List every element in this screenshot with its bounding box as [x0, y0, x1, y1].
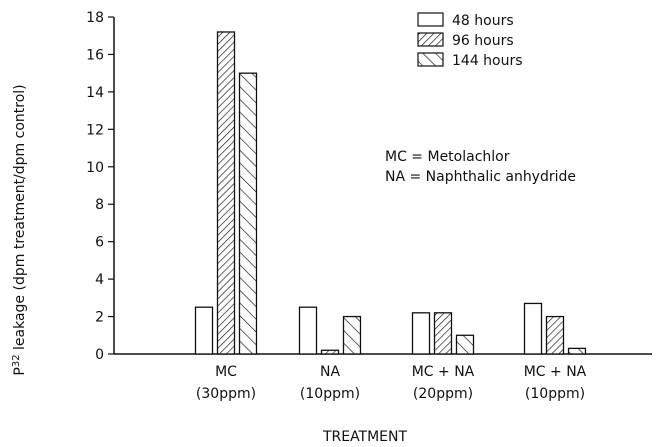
category-label: (30ppm) [196, 386, 256, 402]
category-label: (10ppm) [525, 386, 585, 402]
y-tick-label: 6 [95, 235, 104, 251]
bar [433, 312, 453, 355]
bar [194, 306, 214, 355]
category-label: (10ppm) [300, 386, 360, 402]
axes: 0 2 4 6 8 10 12 14 16 18 [86, 10, 652, 363]
y-axis-label: P32 leakage (dpm treatment/dpm control) [11, 84, 28, 375]
legend-entry: 96 hours [452, 33, 514, 49]
y-tick-label: 16 [86, 47, 104, 63]
bar [342, 315, 362, 355]
legend: 48 hours 96 hours 144 hours [417, 12, 523, 69]
bar [411, 312, 431, 355]
y-tick-label: 4 [95, 272, 104, 288]
bar [545, 315, 565, 355]
bar [523, 302, 543, 355]
y-tick-label: 18 [86, 10, 104, 26]
bars [194, 31, 587, 355]
legend-swatch [417, 52, 444, 67]
y-tick-label: 0 [95, 347, 104, 363]
y-tick-label: 12 [86, 122, 104, 138]
annotation: NA = Naphthalic anhydride [385, 169, 576, 185]
bar [567, 347, 587, 355]
bar [238, 72, 258, 355]
category-labels: MC (30ppm) NA (10ppm) MC + NA (20ppm) MC + NA (… [196, 364, 587, 402]
y-tick-label: 8 [95, 197, 104, 213]
bar [216, 31, 236, 355]
category-label: MC + NA [524, 364, 587, 380]
legend-swatch [417, 12, 444, 27]
category-label: MC [215, 364, 237, 380]
bar [298, 306, 318, 355]
bar [455, 334, 475, 355]
legend-entry: 48 hours [452, 13, 514, 29]
bar [320, 349, 340, 355]
y-tick-label: 2 [95, 310, 104, 326]
legend-entry: 144 hours [452, 53, 523, 69]
legend-swatch [417, 32, 444, 47]
y-tick-label: 14 [86, 85, 104, 101]
x-axis-label: TREATMENT [322, 429, 408, 445]
category-label: (20ppm) [413, 386, 473, 402]
category-label: MC + NA [412, 364, 475, 380]
category-label: NA [320, 364, 340, 380]
y-tick-label: 10 [86, 160, 104, 176]
annotations: MC = Metolachlor NA = Naphthalic anhydrid… [385, 149, 576, 185]
annotation: MC = Metolachlor [385, 149, 510, 165]
